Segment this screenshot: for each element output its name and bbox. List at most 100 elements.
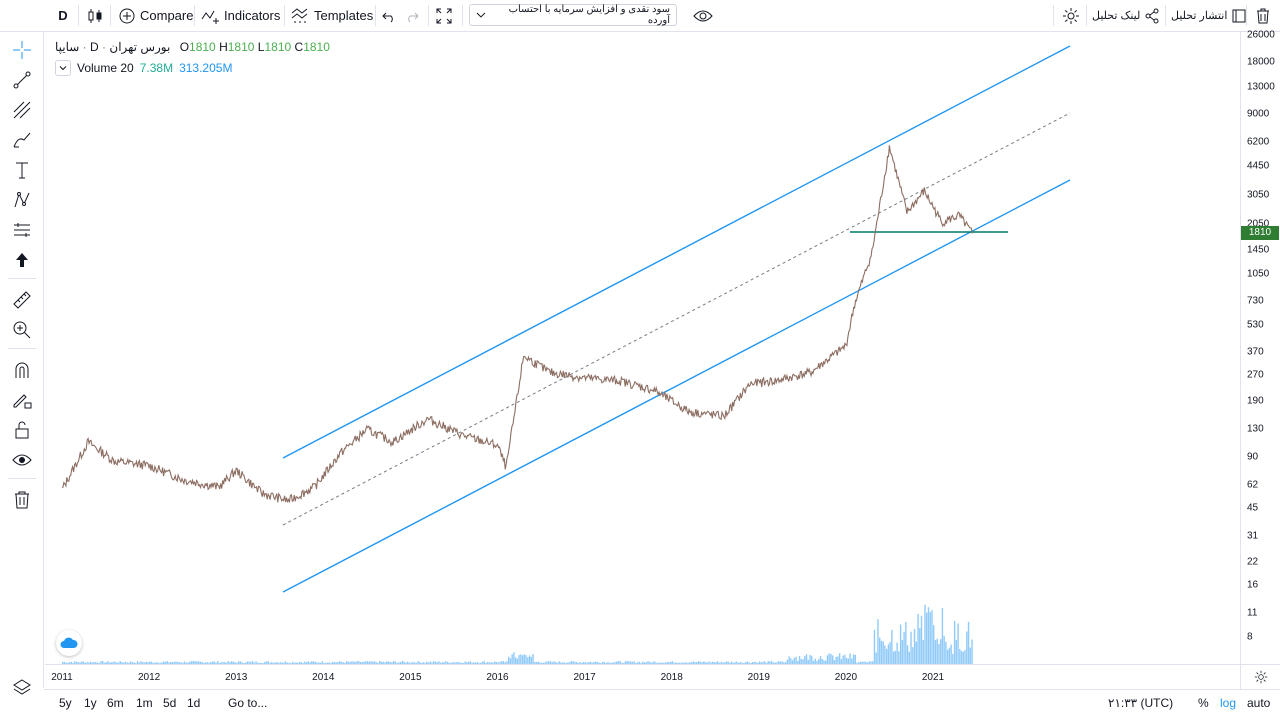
volume-bar (952, 653, 954, 664)
volume-bar (657, 662, 660, 664)
measure-tool[interactable] (10, 288, 34, 312)
volume-bar (514, 657, 517, 664)
price-tick: 31 (1247, 530, 1259, 542)
volume-bar (781, 661, 783, 664)
volume-bar (492, 662, 494, 664)
brush-tool[interactable] (10, 128, 34, 152)
volume-bar (556, 662, 559, 664)
volume-bar (68, 662, 71, 664)
candles-icon (88, 8, 102, 23)
range-button-1m[interactable]: 1m (136, 696, 153, 710)
percent-toggle[interactable]: % (1198, 696, 1209, 710)
scale-settings-button[interactable] (1240, 664, 1280, 689)
volume-bar (837, 656, 839, 664)
volume-bar (636, 662, 639, 664)
volume-label[interactable]: Volume 20 (77, 61, 134, 75)
legend-collapse-button[interactable] (55, 60, 71, 76)
volume-bar (140, 661, 142, 664)
indicators-button[interactable]: Indicators (201, 0, 280, 31)
volume-bar (830, 653, 832, 664)
volume-bar (408, 662, 411, 664)
arrow-tool[interactable] (10, 248, 34, 272)
volume-bar (687, 662, 689, 664)
volume-bar (551, 662, 553, 664)
goto-button[interactable]: Go to... (228, 696, 268, 710)
trend-line-tool[interactable] (10, 68, 34, 92)
volume-bar (497, 662, 499, 664)
time-tick: 2016 (486, 672, 509, 683)
interval-button[interactable]: D (52, 0, 74, 31)
utc-clock[interactable]: ۲۱:۳۳ (UTC) (1108, 696, 1174, 710)
volume-bar (560, 662, 562, 664)
volume-bar (614, 662, 616, 664)
range-button-6m[interactable]: 6m (107, 696, 124, 710)
zoom-tool[interactable] (10, 318, 34, 342)
volume-bar (689, 662, 691, 664)
log-toggle[interactable]: log (1220, 696, 1237, 710)
study-template-select[interactable]: سود نقدی و افزایش سرمایه با احتساب آورده (469, 4, 677, 26)
visibility-button[interactable] (692, 0, 714, 31)
channel-middle-line[interactable] (282, 112, 1071, 526)
symbol-name[interactable]: سایپا (55, 40, 80, 54)
range-button-1d[interactable]: 1d (187, 696, 201, 710)
remove-drawings-tool[interactable] (10, 488, 34, 512)
compare-button[interactable]: Compare (118, 0, 193, 31)
price-scale[interactable]: 26000 18000 13000 9000 6200 4450 3050 2050 1450 1… (1240, 30, 1280, 664)
price-tick: 370 (1247, 346, 1264, 358)
publish-button[interactable]: انتشار تحلیل (1171, 0, 1247, 31)
object-tree-button[interactable] (10, 676, 34, 700)
auto-toggle[interactable]: auto (1247, 696, 1271, 710)
volume-bar (640, 662, 642, 664)
undo-button[interactable] (381, 0, 397, 31)
range-button-5d[interactable]: 5d (163, 696, 177, 710)
price-tick: 130 (1247, 423, 1264, 435)
prediction-tool[interactable] (10, 218, 34, 242)
volume-bar (464, 661, 466, 664)
settings-button[interactable] (1061, 0, 1081, 31)
volume-bar (129, 661, 132, 664)
range-button-1y[interactable]: 1y (84, 696, 97, 710)
fib-tool[interactable] (10, 98, 34, 122)
chart-pane[interactable] (45, 32, 1240, 664)
top-toolbar: D Compare Indicators Templates سود نقدی … (0, 0, 1280, 32)
volume-bar (100, 661, 102, 664)
text-tool[interactable] (10, 158, 34, 182)
volume-bar (866, 662, 869, 664)
channel-upper-line[interactable] (282, 45, 1071, 459)
chart-type-button[interactable] (85, 0, 105, 31)
magnet-tool[interactable] (10, 358, 34, 382)
volume-bar (668, 661, 670, 664)
volume-bar (730, 661, 733, 664)
volume-bar (196, 661, 198, 664)
volume-bar (474, 662, 477, 664)
price-tick: 190 (1247, 395, 1264, 407)
redo-button[interactable] (404, 0, 420, 31)
pattern-tool[interactable] (10, 188, 34, 212)
volume-bar (743, 662, 745, 664)
channel-lower-line[interactable] (282, 179, 1071, 593)
volume-bar (384, 662, 386, 664)
volume-bar (325, 662, 327, 664)
lock-drawings-tool[interactable] (10, 418, 34, 442)
volume-bar (716, 661, 719, 664)
volume-bar (915, 641, 917, 664)
volume-bar (793, 657, 796, 664)
volume-bar (861, 661, 863, 664)
share-link-button[interactable]: لینک تحلیل (1092, 0, 1160, 31)
fullscreen-button[interactable] (435, 0, 453, 31)
delete-button[interactable] (1254, 0, 1272, 31)
tradingview-logo[interactable] (56, 630, 82, 656)
volume-bar (309, 662, 311, 664)
volume-bar (962, 651, 965, 664)
volume-bar (558, 661, 560, 664)
volume-bar (804, 655, 806, 664)
templates-button[interactable]: Templates (291, 0, 373, 31)
range-button-5y[interactable]: 5y (59, 696, 72, 710)
volume-bar (615, 661, 618, 664)
hide-drawings-tool[interactable] (10, 448, 34, 472)
time-scale[interactable]: 2011 2012 2013 2014 2015 2016 2017 2018 2019 2020… (45, 664, 1240, 688)
cursor-tool[interactable] (10, 38, 34, 62)
stay-drawing-tool[interactable] (10, 388, 34, 412)
volume-bar (459, 662, 461, 664)
volume-bar (622, 662, 625, 664)
